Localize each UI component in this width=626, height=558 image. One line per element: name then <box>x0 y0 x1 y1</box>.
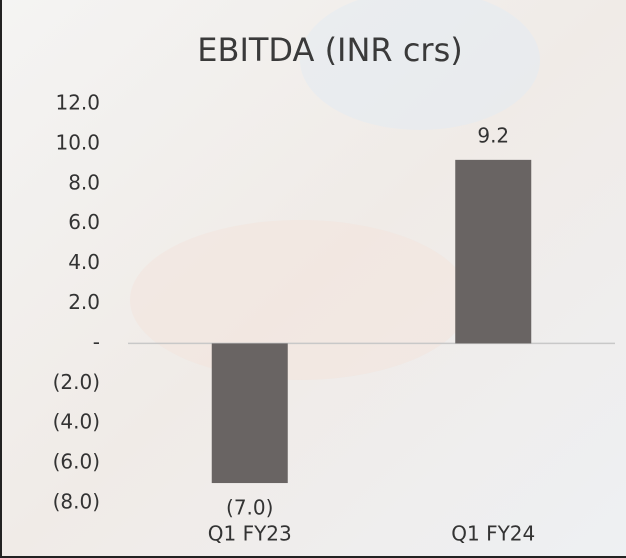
x-tick-label: Q1 FY23 <box>208 522 292 546</box>
y-tick-label: (2.0) <box>53 370 100 394</box>
y-tick-label: 6.0 <box>68 210 100 234</box>
y-tick-label: 4.0 <box>68 250 100 274</box>
y-tick-label: (4.0) <box>53 410 100 434</box>
value-label: 9.2 <box>477 123 509 147</box>
bar <box>455 159 532 344</box>
y-tick-label: 2.0 <box>68 290 100 314</box>
y-tick-label: 8.0 <box>68 170 100 194</box>
bar <box>211 343 288 484</box>
y-tick-label: (6.0) <box>53 450 100 474</box>
chart-title: EBITDA (INR crs) <box>197 31 462 69</box>
background-shape <box>300 0 540 130</box>
y-tick-label: 12.0 <box>55 91 100 115</box>
x-tick-label: Q1 FY24 <box>451 522 535 546</box>
y-tick-label: 10.0 <box>55 130 100 154</box>
value-label: (7.0) <box>226 496 273 520</box>
y-tick-label: - <box>93 330 100 354</box>
y-tick-label: (8.0) <box>53 490 100 514</box>
background-shape <box>130 220 470 380</box>
